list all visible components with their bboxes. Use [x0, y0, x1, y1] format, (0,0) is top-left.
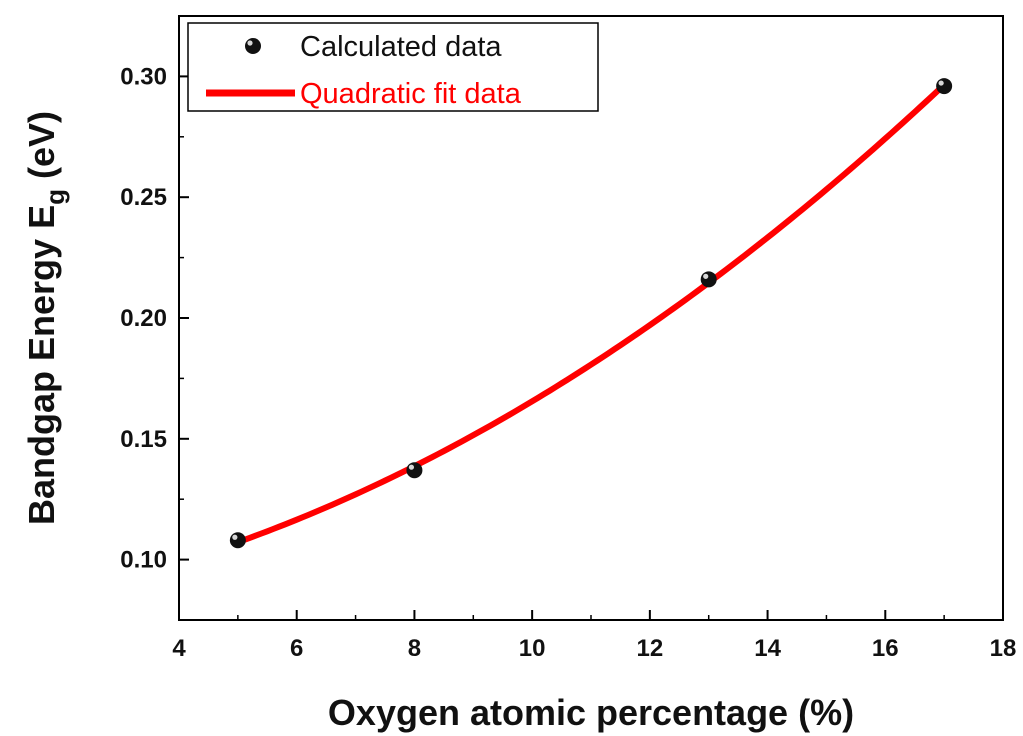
- fit-layer: [234, 81, 948, 546]
- data-point-highlight: [703, 273, 709, 279]
- y-axis-title: Bandgap Energy Eg (eV): [21, 111, 70, 525]
- x-tick-label-3: 10: [519, 635, 546, 662]
- x-tick-label-5: 14: [754, 635, 781, 662]
- y-tick-labels: 0.10 0.15 0.20 0.25 0.30: [120, 63, 167, 573]
- data-point-marker: [229, 532, 246, 549]
- data-point-highlight: [232, 534, 238, 540]
- y-tick-label-1: 0.15: [120, 426, 167, 453]
- x-tick-labels: 4 6 8 10 12 14 16 18: [172, 635, 1016, 662]
- legend: Calculated data Quadratic fit data: [187, 22, 599, 112]
- plot-frame: [178, 15, 1004, 621]
- x-tick-label-4: 12: [637, 635, 664, 662]
- x-tick-label-6: 16: [872, 635, 899, 662]
- y-axis-title-main: Bandgap Energy E: [21, 205, 62, 525]
- data-point-highlight: [408, 464, 415, 470]
- data-point-highlight: [938, 80, 944, 86]
- x-axis-title: Oxygen atomic percentage (%): [328, 692, 854, 733]
- legend-marker-highlight: [247, 40, 253, 46]
- x-tick-label-7: 18: [990, 635, 1017, 662]
- data-point-marker: [700, 271, 717, 288]
- legend-label-calculated: Calculated data: [300, 31, 502, 63]
- data-point-3: [936, 78, 953, 95]
- data-point-marker: [936, 78, 953, 95]
- y-tick-label-0: 0.10: [120, 547, 167, 574]
- data-point-0: [229, 532, 246, 549]
- y-tick-label-4: 0.30: [120, 63, 167, 90]
- data-point-marker: [406, 462, 423, 479]
- x-tick-label-2: 8: [408, 635, 421, 662]
- points-layer: [229, 78, 953, 549]
- data-point-1: [406, 462, 423, 479]
- x-tick-label-0: 4: [172, 635, 186, 662]
- y-tick-label-3: 0.25: [120, 184, 167, 211]
- y-axis-title-subscript: g: [40, 189, 70, 205]
- quadratic-fit-line: [234, 81, 948, 546]
- y-axis-title-unit: (eV): [21, 111, 62, 189]
- legend-marker-calculated: [245, 38, 261, 54]
- data-point-2: [700, 271, 717, 288]
- y-tick-label-2: 0.20: [120, 305, 167, 332]
- legend-label-fit: Quadratic fit data: [300, 78, 522, 110]
- x-tick-label-1: 6: [290, 635, 303, 662]
